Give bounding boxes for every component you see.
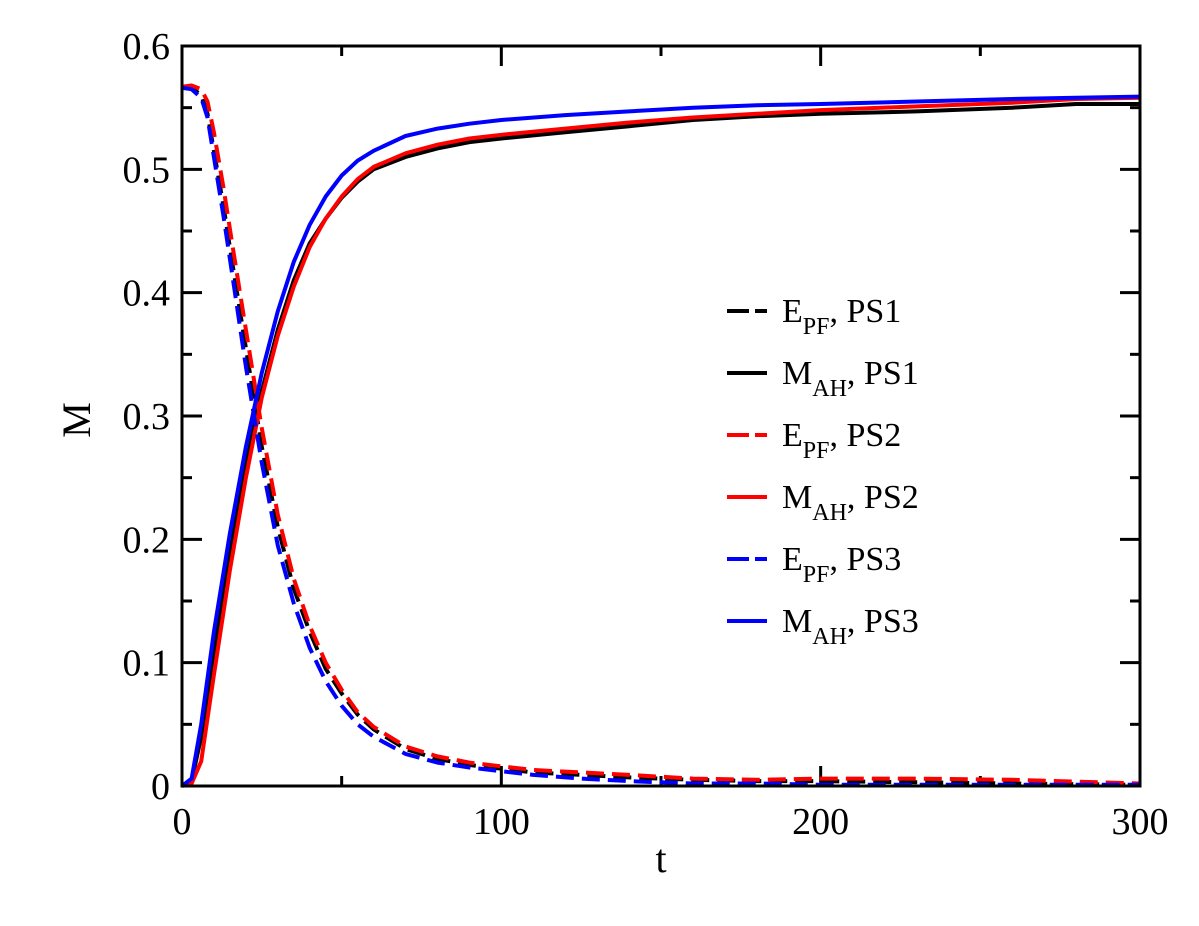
y-tick-label: 0: [151, 766, 170, 808]
y-tick-label: 0.1: [123, 643, 171, 685]
y-tick-label: 0.4: [123, 273, 171, 315]
y-tick-label: 0.5: [123, 149, 171, 191]
legend-entry: EPF, PS1: [782, 293, 901, 340]
series-line-m-ah-ps1: [181, 102, 1140, 788]
legend-entry: MAH, PS2: [782, 479, 919, 526]
legend-entry: EPF, PS3: [782, 541, 901, 588]
series-line-e-pf-ps2: [181, 83, 1141, 786]
x-tick-label: 0: [173, 801, 192, 843]
series-line-m-ah-ps3: [180, 94, 1141, 788]
y-axis-title: M: [54, 402, 99, 438]
legend-entry: MAH, PS3: [782, 603, 919, 650]
legend: EPF, PS1 MAH, PS1 EPF, PS2 MAH, PS2 EPF, PS3…: [727, 293, 919, 650]
labels-layer: 0 100 200 300 0 0.1 0.2 0.3 0.4 0.5 0.6: [123, 26, 1169, 843]
series-line-m-ah-ps2: [181, 95, 1141, 788]
x-tick-label: 100: [473, 801, 530, 843]
series-layer: [180, 83, 1141, 788]
series-line-e-pf-ps3: [181, 85, 1140, 787]
y-tick-label: 0.6: [123, 26, 171, 68]
x-axis-title: t: [655, 836, 666, 881]
plot-frame: [180, 44, 1142, 788]
y-tick-label: 0.3: [123, 396, 171, 438]
y-tick-label: 0.2: [123, 519, 171, 561]
series-line-e-pf-ps1: [181, 84, 1141, 787]
x-tick-label: 200: [792, 801, 849, 843]
x-tick-label: 300: [1112, 801, 1169, 843]
ticks-layer: [180, 44, 1142, 788]
legend-entry: EPF, PS2: [782, 417, 901, 464]
legend-entry: MAH, PS1: [782, 355, 919, 402]
